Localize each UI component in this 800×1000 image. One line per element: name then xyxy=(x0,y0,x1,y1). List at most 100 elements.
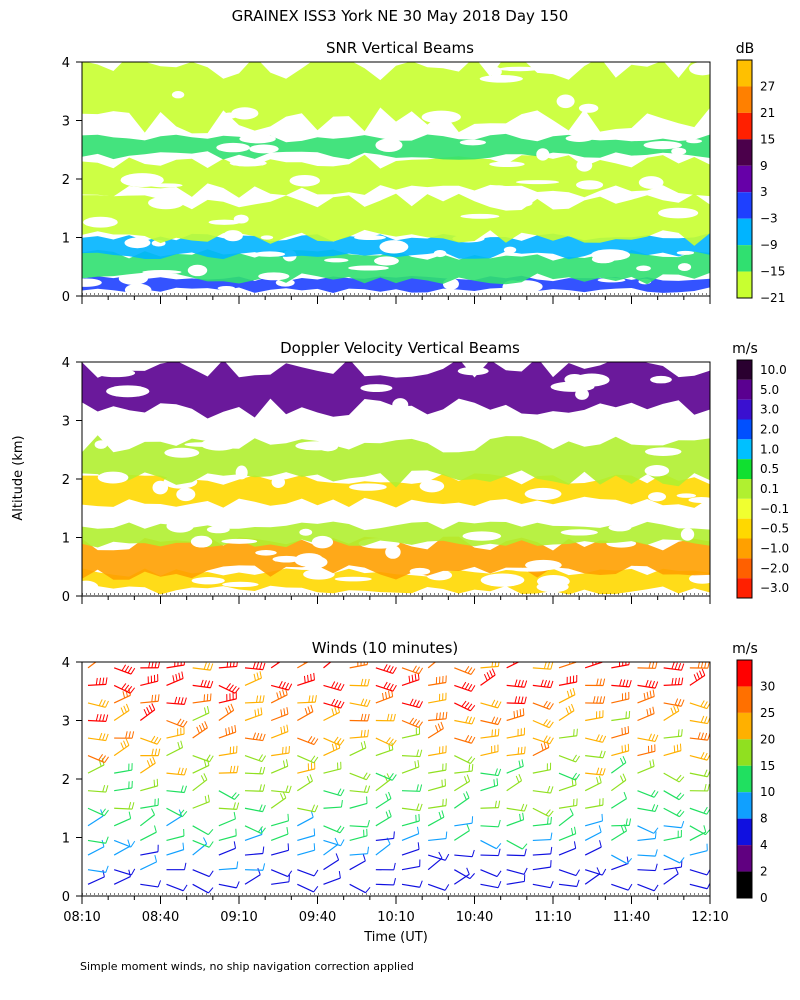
wind-barb-flag xyxy=(203,759,207,767)
wind-barb-flag xyxy=(286,707,289,715)
field-gap xyxy=(374,256,399,266)
wind-barb xyxy=(454,830,470,841)
y-tick-label: 2 xyxy=(62,473,70,488)
wind-barb-flag xyxy=(310,755,316,762)
field-gap xyxy=(349,483,387,491)
wind-barb-flag xyxy=(575,869,581,876)
wind-barb-flag xyxy=(388,773,394,780)
wind-barb-flag xyxy=(182,842,185,850)
wind-barb-flag xyxy=(524,746,526,754)
wind-barb-flag xyxy=(670,707,674,715)
x-tick-label: 10:10 xyxy=(377,910,414,925)
wind-barb-flag xyxy=(253,673,257,681)
doppler-y-ticks: 0 1 2 3 4 xyxy=(62,356,710,605)
wind-barb xyxy=(506,854,525,857)
colorbar-label: 1.0 xyxy=(760,442,779,456)
wind-barb-flag xyxy=(572,772,577,780)
field-gap xyxy=(311,535,334,549)
wind-barb-flag xyxy=(367,785,371,793)
wind-barb-flag xyxy=(651,662,655,669)
field-gap xyxy=(221,538,258,544)
wind-barb-flag xyxy=(309,774,313,782)
wind-barb-flag xyxy=(701,668,706,676)
wind-barb xyxy=(297,816,314,827)
wind-barb-flag xyxy=(154,748,158,756)
wind-barb xyxy=(297,768,315,774)
field-gap xyxy=(419,479,445,493)
wind-barb-flag xyxy=(497,819,501,827)
wind-barb-flag xyxy=(331,708,335,716)
wind-barb-flag xyxy=(383,681,388,689)
field-band xyxy=(82,362,710,419)
field-gap xyxy=(255,550,277,556)
wind-barb-flag xyxy=(335,853,340,861)
wind-barb-flag xyxy=(230,703,235,711)
wind-barb xyxy=(140,831,157,841)
colorbar-label: 5.0 xyxy=(760,383,779,397)
wind-barb-flag xyxy=(703,806,708,814)
wind-barb-flag xyxy=(519,813,522,821)
colorbar-label: 2 xyxy=(760,865,768,879)
wind-barb-flag xyxy=(601,662,603,663)
wind-barb-flag xyxy=(234,687,240,694)
wind-barb-flag xyxy=(281,653,284,659)
wind-barb-flag xyxy=(464,734,470,742)
wind-barb-flag xyxy=(703,769,708,777)
wind-barb-flag xyxy=(681,729,683,737)
wind-barb-flag xyxy=(227,705,232,713)
wind-barb-flag xyxy=(626,858,633,865)
wind-barb-flag xyxy=(388,690,391,698)
wind-barb-flag xyxy=(418,701,423,708)
wind-barb-flag xyxy=(419,880,423,888)
wind-barb-flag xyxy=(386,682,391,690)
wind-barb-flag xyxy=(415,700,420,707)
y-tick-label: 3 xyxy=(62,415,70,430)
wind-barb xyxy=(401,833,419,841)
wind-barb xyxy=(349,747,367,757)
wind-barb xyxy=(558,681,577,686)
wind-barb xyxy=(271,820,289,827)
wind-barb xyxy=(140,762,156,774)
field-gap xyxy=(515,180,560,185)
field-gap xyxy=(303,568,335,580)
wind-barb xyxy=(506,714,525,722)
wind-barb xyxy=(454,822,473,827)
field-gap xyxy=(608,523,632,532)
wind-barb-flag xyxy=(385,793,389,801)
y-tick-label: 3 xyxy=(62,115,70,130)
wind-barb-flag xyxy=(99,651,102,657)
wind-barb-flag xyxy=(203,680,207,688)
wind-barb-flag xyxy=(491,668,496,676)
wind-barb-flag xyxy=(696,672,700,680)
colorbar-label: 30 xyxy=(760,679,775,693)
wind-barb-flag xyxy=(310,704,314,712)
wind-barb-flag xyxy=(98,754,104,761)
wind-barb-flag xyxy=(619,757,624,765)
wind-barb xyxy=(271,849,289,856)
wind-barb xyxy=(480,674,496,686)
wind-barb xyxy=(323,859,339,871)
field-gap xyxy=(676,493,696,498)
wind-barb-flag xyxy=(497,768,502,776)
x-tick-label: 11:40 xyxy=(613,910,650,925)
wind-barb xyxy=(140,861,157,871)
wind-barb-flag xyxy=(210,663,214,671)
field-gap xyxy=(299,528,313,536)
wind-barb-flag xyxy=(181,671,184,679)
wind-barb-flag xyxy=(105,785,109,793)
wind-barb-flag xyxy=(156,738,162,745)
wind-barb-flag xyxy=(573,729,575,737)
x-tick-label: 12:10 xyxy=(691,910,728,925)
wind-barb-flag xyxy=(678,776,685,783)
colorbar-swatch xyxy=(737,518,752,539)
doppler-x-ticks xyxy=(81,596,711,604)
wind-barb-flag xyxy=(284,682,290,690)
wind-barb-flag xyxy=(575,773,580,781)
wind-barb-flag xyxy=(153,825,157,833)
colorbar-swatch xyxy=(737,60,752,87)
wind-barb-flag xyxy=(468,764,471,772)
wind-barb-flag xyxy=(337,788,342,796)
wind-barb xyxy=(166,883,184,892)
colorbar-label: 3 xyxy=(760,185,768,199)
wind-barb-flag xyxy=(497,717,502,725)
